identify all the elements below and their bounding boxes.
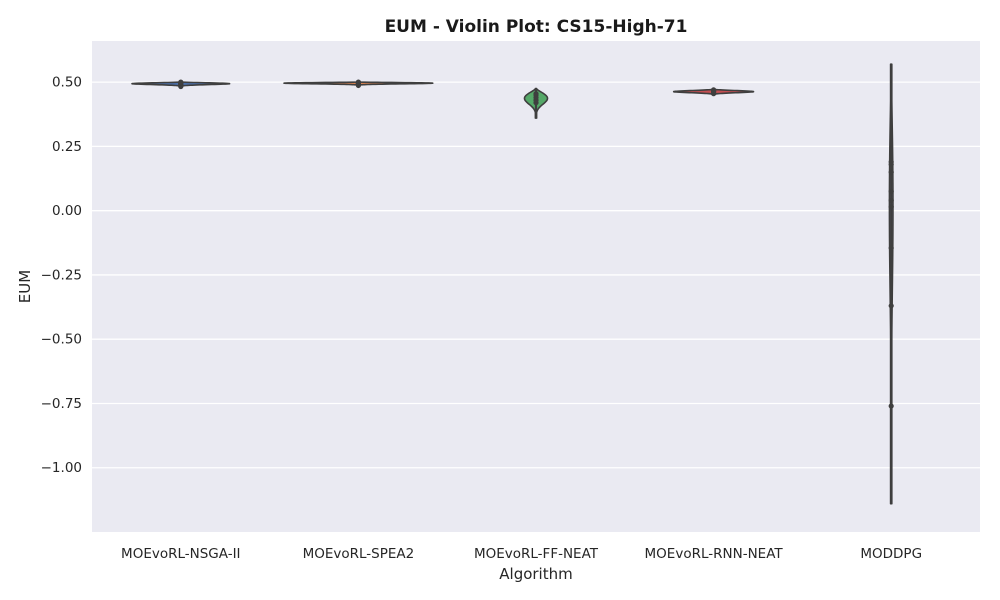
plot-background bbox=[92, 41, 980, 532]
data-point bbox=[888, 197, 894, 203]
y-tick-label: 0.25 bbox=[52, 139, 82, 155]
chart-title: EUM - Violin Plot: CS15-High-71 bbox=[385, 17, 688, 37]
data-point bbox=[888, 188, 894, 194]
data-point bbox=[178, 79, 184, 85]
violin-4 bbox=[672, 87, 755, 97]
violins bbox=[131, 63, 894, 505]
x-tick-label: MODDPG bbox=[860, 546, 922, 562]
violin-5 bbox=[888, 63, 894, 505]
y-axis-label: EUM bbox=[16, 270, 34, 303]
x-tick-label: MOEvoRL-NSGA-II bbox=[121, 546, 241, 562]
violin-2 bbox=[283, 79, 434, 89]
x-tick-label: MOEvoRL-SPEA2 bbox=[303, 546, 415, 562]
x-axis-label: Algorithm bbox=[499, 565, 572, 583]
y-tick-label: −0.75 bbox=[41, 396, 82, 412]
y-tick-label: −0.50 bbox=[41, 332, 82, 348]
x-tick-labels: MOEvoRL-NSGA-II MOEvoRL-SPEA2 MOEvoRL-FF-N… bbox=[121, 546, 922, 562]
data-point bbox=[888, 245, 894, 251]
data-point bbox=[888, 403, 894, 409]
data-point bbox=[533, 91, 539, 97]
y-tick-label: 0.50 bbox=[52, 75, 82, 91]
data-point bbox=[711, 87, 717, 93]
data-point bbox=[355, 79, 361, 85]
data-point bbox=[888, 303, 894, 309]
x-tick-label: MOEvoRL-FF-NEAT bbox=[474, 546, 599, 562]
data-point bbox=[888, 169, 894, 175]
y-tick-label: 0.00 bbox=[52, 203, 82, 219]
violin-3 bbox=[523, 87, 549, 119]
y-tick-label: −1.00 bbox=[41, 460, 82, 476]
y-tick-label: −0.25 bbox=[41, 267, 82, 283]
data-point bbox=[888, 161, 894, 167]
data-point bbox=[888, 204, 894, 210]
x-tick-label: MOEvoRL-RNN-NEAT bbox=[645, 546, 784, 562]
y-tick-labels: 0.50 0.25 0.00 −0.25 −0.50 −0.75 −1.00 bbox=[41, 75, 82, 477]
grid-lines bbox=[92, 81, 980, 469]
violin-1 bbox=[131, 79, 231, 90]
